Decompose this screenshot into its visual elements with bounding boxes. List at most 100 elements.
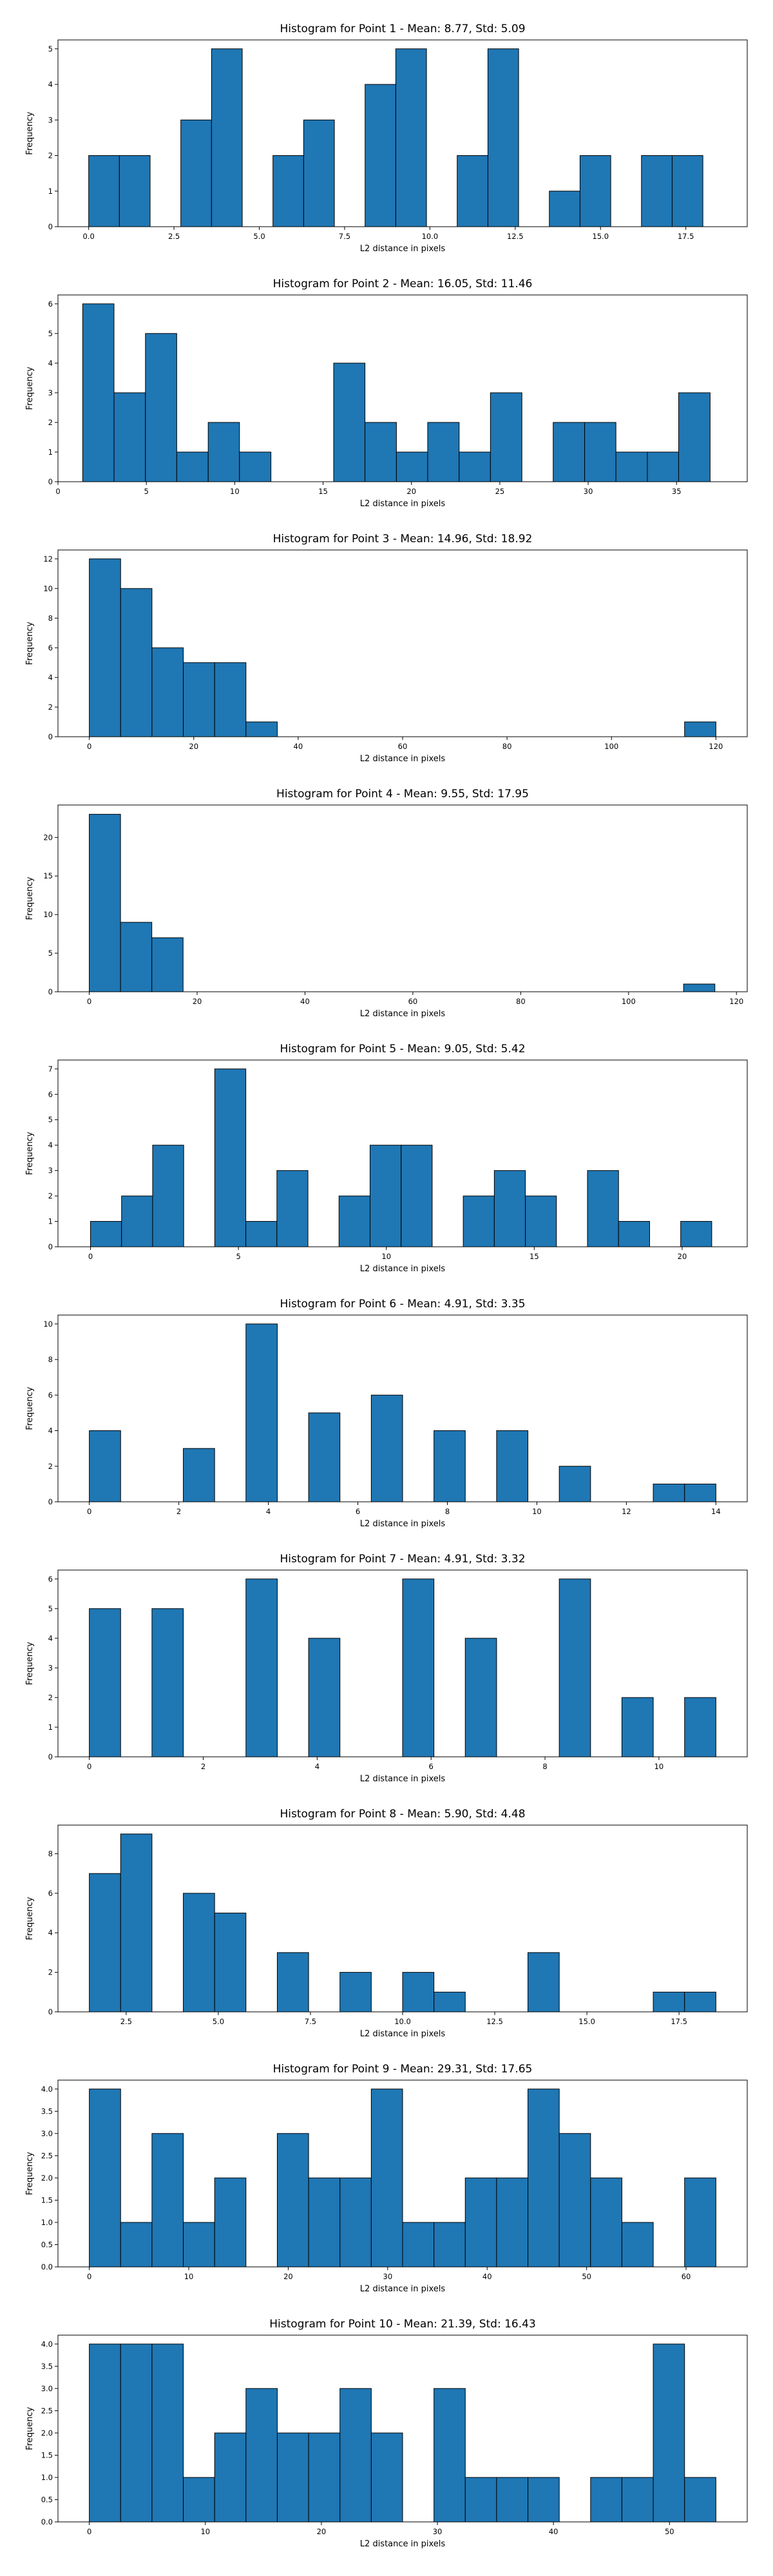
y-tick-label: 1.5 bbox=[41, 2195, 53, 2204]
y-tick-label: 3 bbox=[48, 1166, 53, 1175]
x-tick-label: 10 bbox=[654, 1762, 664, 1771]
histogram-bar bbox=[308, 1638, 341, 1757]
bars bbox=[89, 1578, 716, 1757]
histogram-bar bbox=[121, 1195, 153, 1247]
histogram-bar bbox=[369, 1144, 402, 1247]
histogram-bar bbox=[496, 1430, 529, 1502]
histogram-bar bbox=[684, 1991, 716, 2012]
x-tick-label: 4 bbox=[266, 1507, 271, 1516]
histogram-bar bbox=[396, 451, 428, 482]
histogram-bar bbox=[558, 1466, 591, 1502]
y-tick-label: 2 bbox=[48, 151, 53, 160]
x-axis-label: L2 distance in pixels bbox=[360, 2284, 446, 2294]
bars bbox=[89, 2344, 716, 2523]
histogram-bar bbox=[528, 2477, 560, 2523]
histogram-bar bbox=[338, 1195, 370, 1247]
bars bbox=[89, 813, 716, 992]
histogram-bar bbox=[151, 647, 184, 737]
x-tick-label: 6 bbox=[356, 1507, 360, 1516]
y-tick-label: 2 bbox=[48, 1191, 53, 1200]
histogram-bar bbox=[245, 1323, 278, 1502]
y-tick-label: 5 bbox=[48, 1115, 53, 1124]
histogram-panel-1: Histogram for Point 1 - Mean: 8.77, Std:… bbox=[25, 23, 748, 254]
x-tick-label: 2 bbox=[177, 1507, 181, 1516]
histogram-panel-4: Histogram for Point 4 - Mean: 9.55, Std:… bbox=[25, 788, 748, 1019]
histogram-bar bbox=[459, 451, 491, 482]
x-tick-label: 40 bbox=[482, 2272, 492, 2281]
histogram-bar bbox=[434, 2388, 466, 2523]
x-tick-label: 2 bbox=[201, 1762, 205, 1771]
histogram-bar bbox=[579, 155, 611, 227]
y-tick-label: 2.5 bbox=[41, 2406, 53, 2415]
histogram-panel-6: Histogram for Point 6 - Mean: 4.91, Std:… bbox=[25, 1298, 748, 1529]
histogram-bar bbox=[528, 2088, 560, 2268]
histogram-bar bbox=[214, 2177, 247, 2268]
histogram-bar bbox=[464, 2177, 497, 2268]
histogram-bar bbox=[464, 1638, 497, 1757]
x-tick-label: 5 bbox=[236, 1252, 240, 1261]
y-tick-label: 4 bbox=[48, 1634, 53, 1643]
y-tick-label: 1.5 bbox=[41, 2450, 53, 2459]
y-axis-label: Frequency bbox=[25, 2152, 35, 2195]
histogram-panel-3: Histogram for Point 3 - Mean: 14.96, Std… bbox=[25, 533, 748, 764]
y-tick-label: 20 bbox=[43, 833, 53, 842]
y-tick-label: 10 bbox=[43, 1320, 53, 1329]
y-tick-label: 3.5 bbox=[41, 2107, 53, 2116]
histogram-bar bbox=[272, 155, 304, 227]
plot-frame bbox=[57, 294, 748, 482]
x-tick-label: 20 bbox=[678, 1252, 687, 1261]
x-tick-label: 0 bbox=[87, 1507, 91, 1516]
y-tick-label: 1 bbox=[48, 448, 53, 457]
histogram-bar bbox=[395, 48, 427, 227]
histogram-bar bbox=[549, 191, 580, 227]
histogram-bar bbox=[245, 1221, 278, 1247]
x-tick-label: 8 bbox=[542, 1762, 547, 1771]
histogram-bar bbox=[245, 721, 278, 737]
x-axis-label: L2 distance in pixels bbox=[360, 499, 446, 509]
x-tick-label: 80 bbox=[502, 742, 512, 751]
histogram-bar bbox=[89, 813, 121, 992]
histogram-bar bbox=[434, 1991, 466, 2012]
histogram-bar bbox=[493, 1170, 526, 1247]
histogram-bar bbox=[183, 1893, 215, 2012]
y-tick-label: 4 bbox=[48, 80, 53, 89]
histogram-bar bbox=[308, 2177, 341, 2268]
histogram-bar bbox=[339, 2177, 372, 2268]
y-tick-label: 7 bbox=[48, 1065, 53, 1074]
y-tick-label: 5 bbox=[48, 1604, 53, 1613]
y-tick-label: 6 bbox=[48, 1575, 53, 1584]
histogram-bar bbox=[365, 84, 396, 227]
histogram-bar bbox=[370, 1394, 403, 1502]
bars bbox=[90, 1068, 712, 1247]
histogram-bar bbox=[434, 1430, 466, 1502]
histogram-bar bbox=[653, 2344, 685, 2523]
histogram-bar bbox=[239, 451, 272, 482]
histogram-panel-2: Histogram for Point 2 - Mean: 16.05, Std… bbox=[25, 278, 748, 509]
histogram-bar bbox=[89, 1873, 121, 2012]
y-tick-label: 3.0 bbox=[41, 2129, 53, 2138]
y-tick-label: 1.0 bbox=[41, 2218, 53, 2227]
histogram-bar bbox=[402, 2222, 435, 2268]
histogram-bar bbox=[684, 721, 716, 737]
bars bbox=[89, 2088, 716, 2268]
y-tick-label: 15 bbox=[43, 871, 53, 880]
x-tick-label: 30 bbox=[433, 2527, 443, 2536]
histogram-bar bbox=[621, 2222, 654, 2268]
histogram-bar bbox=[370, 2432, 403, 2523]
x-tick-label: 17.5 bbox=[671, 2017, 687, 2026]
histogram-panel-10: Histogram for Point 10 - Mean: 21.39, St… bbox=[25, 2318, 748, 2549]
x-axis-label: L2 distance in pixels bbox=[360, 2029, 446, 2039]
y-tick-label: 0 bbox=[48, 2007, 53, 2016]
histogram-bar bbox=[370, 2088, 403, 2268]
chart-title: Histogram for Point 2 - Mean: 16.05, Std… bbox=[273, 278, 533, 290]
y-tick-label: 3.0 bbox=[41, 2384, 53, 2393]
histogram-bar bbox=[653, 1991, 685, 2012]
x-tick-label: 20 bbox=[283, 2272, 293, 2281]
histogram-bar bbox=[647, 451, 680, 482]
x-axis-label: L2 distance in pixels bbox=[360, 1774, 446, 1784]
x-tick-label: 4 bbox=[315, 1762, 320, 1771]
histogram-bar bbox=[120, 588, 153, 737]
bars bbox=[89, 1323, 716, 1502]
chart-title: Histogram for Point 7 - Mean: 4.91, Std:… bbox=[280, 1553, 525, 1566]
histogram-bar bbox=[151, 2133, 184, 2268]
